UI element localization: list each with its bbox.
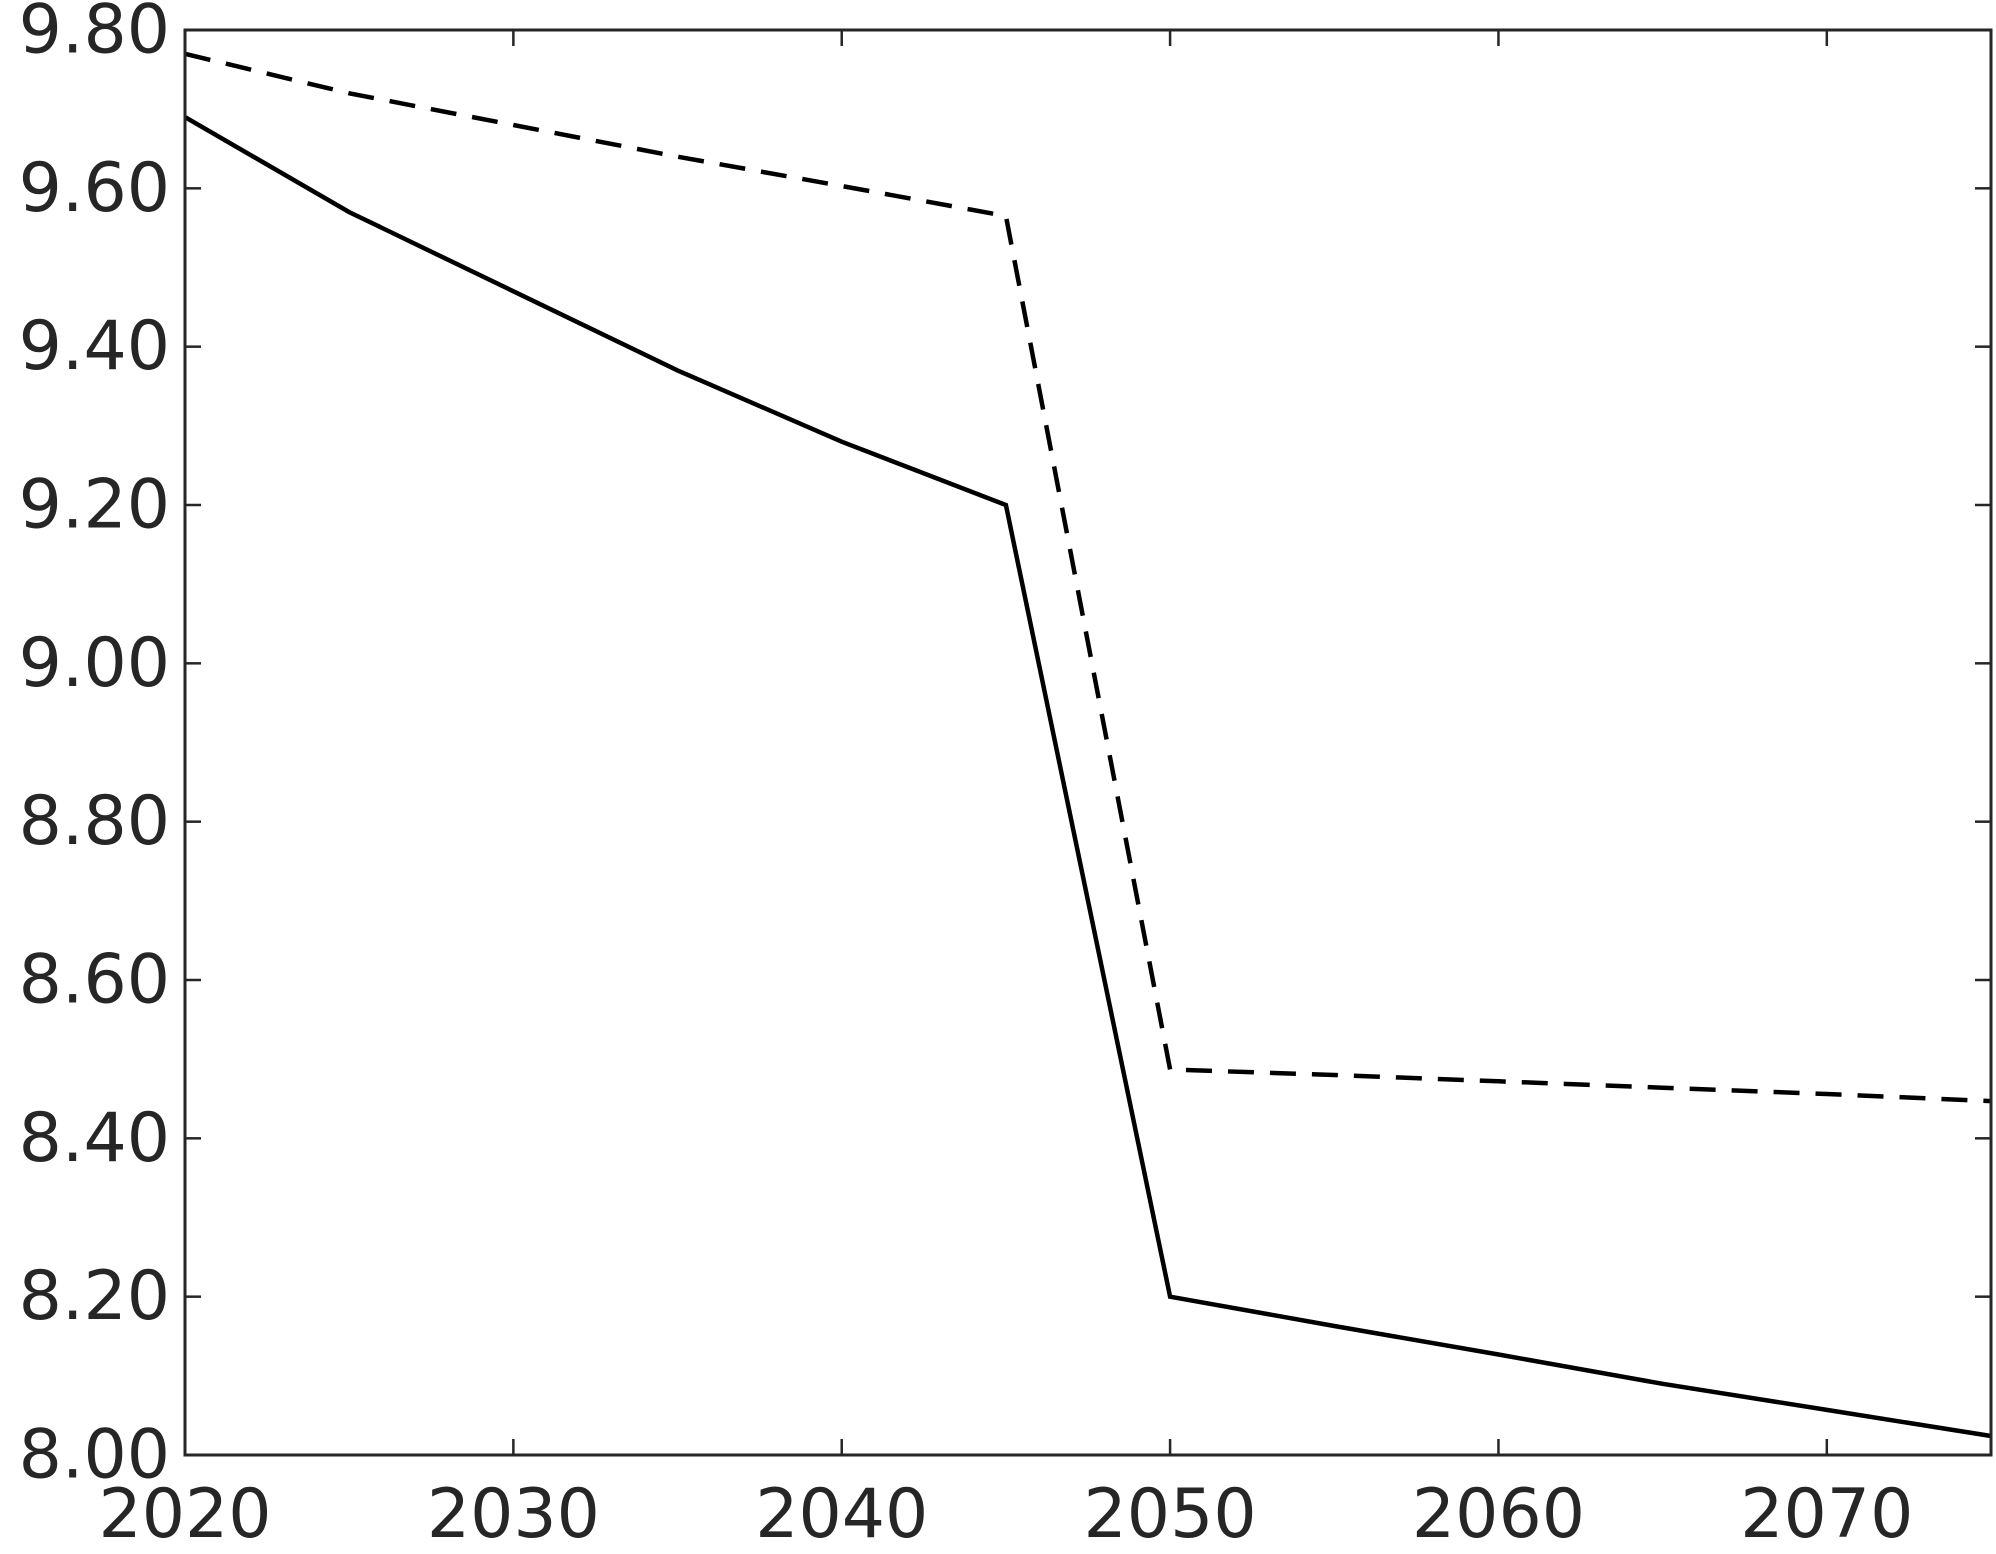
x-tick-label: 2070	[1740, 1475, 1913, 1554]
y-tick-label: 8.00	[19, 1416, 170, 1495]
y-tick-label: 9.20	[19, 466, 170, 545]
x-tick-label: 2050	[1084, 1475, 1257, 1554]
series-layer	[183, 51, 1992, 1439]
plot-area-frame	[183, 28, 1993, 1457]
y-tick-label: 9.40	[19, 307, 170, 386]
y-tick-label: 8.80	[19, 782, 170, 861]
x-tick-label: 2040	[755, 1475, 928, 1554]
x-tick-label: 2020	[98, 1475, 271, 1554]
y-tick-label: 9.60	[19, 149, 170, 228]
series-line-solid	[183, 115, 1992, 1439]
y-tick-label: 9.80	[19, 0, 170, 70]
x-axis-tick-labels: 2020 2030 2040 2050 2060 2070	[98, 1475, 1913, 1554]
tick-marks	[183, 28, 1991, 1457]
x-tick-label: 2030	[427, 1475, 600, 1554]
series-line-dashed	[184, 51, 1992, 1104]
x-tick-label: 2060	[1412, 1475, 1585, 1554]
y-tick-label: 8.20	[19, 1257, 170, 1336]
y-axis-tick-labels: 8.00 8.20 8.40 8.60 8.80 9.00 9.20 9.40 9.60 9.80	[19, 0, 170, 1495]
y-tick-label: 8.60	[19, 941, 170, 1020]
y-tick-label: 9.00	[19, 624, 170, 703]
y-tick-label: 8.40	[19, 1099, 170, 1178]
